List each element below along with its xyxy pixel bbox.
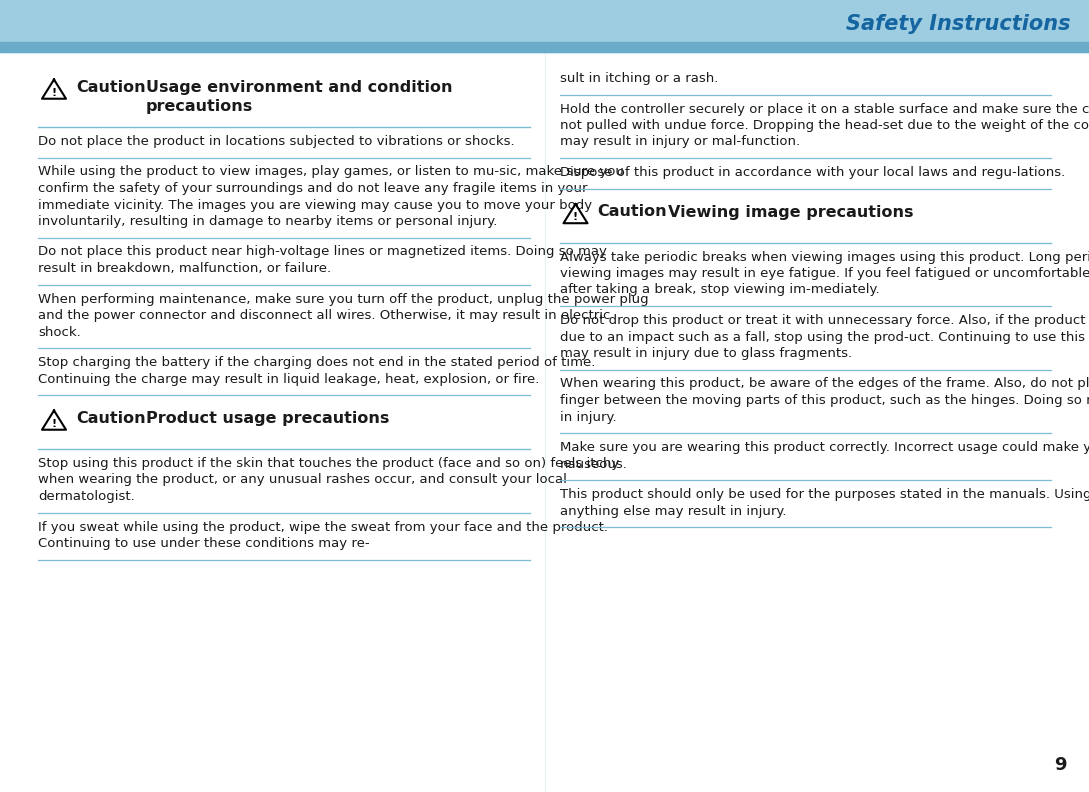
Text: dermatologist.: dermatologist. [38, 490, 135, 503]
Text: Product usage precautions: Product usage precautions [146, 411, 390, 426]
Text: When wearing this product, be aware of the edges of the frame. Also, do not plac: When wearing this product, be aware of t… [560, 378, 1089, 390]
Text: after taking a break, stop viewing im-mediately.: after taking a break, stop viewing im-me… [560, 284, 879, 296]
Text: when wearing the product, or any unusual rashes occur, and consult your local: when wearing the product, or any unusual… [38, 474, 567, 486]
Text: anything else may result in injury.: anything else may result in injury. [560, 505, 786, 517]
Text: Hold the controller securely or place it on a stable surface and make sure the c: Hold the controller securely or place it… [560, 102, 1089, 116]
Text: due to an impact such as a fall, stop using the prod-uct. Continuing to use this: due to an impact such as a fall, stop us… [560, 330, 1089, 344]
Text: Stop charging the battery if the charging does not end in the stated period of t: Stop charging the battery if the chargin… [38, 356, 596, 369]
Text: shock.: shock. [38, 326, 81, 338]
Text: Caution: Caution [76, 411, 146, 426]
Text: When performing maintenance, make sure you turn off the product, unplug the powe: When performing maintenance, make sure y… [38, 292, 649, 306]
Text: Caution: Caution [598, 204, 668, 219]
Text: sult in itching or a rash.: sult in itching or a rash. [560, 72, 718, 85]
Text: Always take periodic breaks when viewing images using this product. Long periods: Always take periodic breaks when viewing… [560, 250, 1089, 264]
Text: Do not place the product in locations subjected to vibrations or shocks.: Do not place the product in locations su… [38, 135, 515, 148]
Text: Viewing image precautions: Viewing image precautions [668, 204, 913, 219]
Text: Caution: Caution [76, 80, 146, 95]
Text: This product should only be used for the purposes stated in the manuals. Using i: This product should only be used for the… [560, 488, 1089, 501]
Text: nauseous.: nauseous. [560, 458, 627, 470]
Text: Safety Instructions: Safety Instructions [846, 14, 1070, 34]
Text: in injury.: in injury. [560, 410, 616, 424]
Text: Usage environment and condition: Usage environment and condition [146, 80, 453, 95]
Bar [0, 42, 1089, 52]
Text: may result in injury due to glass fragments.: may result in injury due to glass fragme… [560, 347, 852, 360]
Text: may result in injury or mal-function.: may result in injury or mal-function. [560, 135, 799, 148]
Text: immediate vicinity. The images you are viewing may cause you to move your body: immediate vicinity. The images you are v… [38, 199, 592, 211]
Text: !: ! [573, 212, 578, 223]
Text: !: ! [51, 88, 57, 98]
Text: Continuing to use under these conditions may re-: Continuing to use under these conditions… [38, 537, 369, 550]
Text: Continuing the charge may result in liquid leakage, heat, explosion, or fire.: Continuing the charge may result in liqu… [38, 372, 539, 386]
Text: Stop using this product if the skin that touches the product (face and so on) fe: Stop using this product if the skin that… [38, 457, 620, 470]
Text: !: ! [51, 419, 57, 429]
Text: confirm the safety of your surroundings and do not leave any fragile items in yo: confirm the safety of your surroundings … [38, 182, 587, 195]
Text: Do not place this product near high-voltage lines or magnetized items. Doing so : Do not place this product near high-volt… [38, 246, 607, 258]
Text: not pulled with undue force. Dropping the head-set due to the weight of the cont: not pulled with undue force. Dropping th… [560, 119, 1089, 132]
Text: Make sure you are wearing this product correctly. Incorrect usage could make you: Make sure you are wearing this product c… [560, 441, 1089, 454]
Text: and the power connector and disconnect all wires. Otherwise, it may result in el: and the power connector and disconnect a… [38, 309, 610, 322]
Bar [0, 0, 1089, 52]
Text: involuntarily, resulting in damage to nearby items or personal injury.: involuntarily, resulting in damage to ne… [38, 215, 498, 228]
Text: result in breakdown, malfunction, or failure.: result in breakdown, malfunction, or fai… [38, 262, 331, 275]
Text: If you sweat while using the product, wipe the sweat from your face and the prod: If you sweat while using the product, wi… [38, 520, 608, 534]
Text: While using the product to view images, play games, or listen to mu-sic, make su: While using the product to view images, … [38, 166, 624, 178]
Text: finger between the moving parts of this product, such as the hinges. Doing so ma: finger between the moving parts of this … [560, 394, 1089, 407]
Text: Dispose of this product in accordance with your local laws and regu-lations.: Dispose of this product in accordance wi… [560, 166, 1065, 179]
Text: Do not drop this product or treat it with unnecessary force. Also, if the produc: Do not drop this product or treat it wit… [560, 314, 1089, 327]
Text: viewing images may result in eye fatigue. If you feel fatigued or uncomfortable : viewing images may result in eye fatigue… [560, 267, 1089, 280]
Text: 9: 9 [1054, 756, 1067, 774]
Text: precautions: precautions [146, 100, 254, 115]
